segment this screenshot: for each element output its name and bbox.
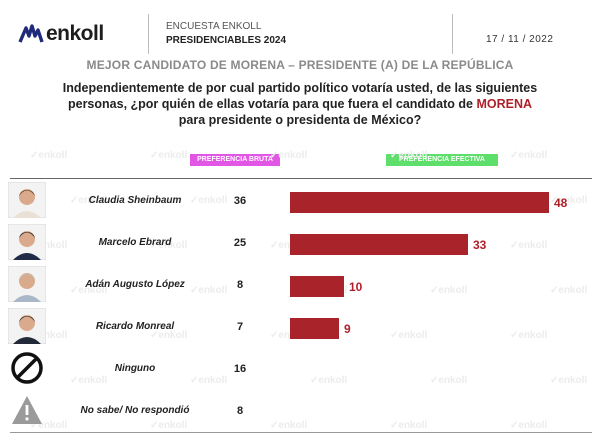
warning-icon [12,396,42,424]
watermark-text: ✓enkoll [190,285,228,296]
header: enkoll ENCUESTA ENKOLL PRESIDENCIABLES 2… [0,0,600,58]
watermark-text: ✓enkoll [190,195,228,206]
category-label: Marcelo Ebrard [98,237,172,248]
avatar-icon [7,307,47,345]
warning-icon [8,392,46,428]
survey-info: ENCUESTA ENKOLL PRESIDENCIABLES 2024 [166,20,286,48]
enkoll-logo-icon [18,24,44,43]
efectiva-bar [290,276,344,297]
watermark-text: ✓enkoll [70,285,108,296]
efectiva-bar [290,318,339,339]
watermark-text: ✓enkoll [390,150,428,161]
bruta-value: 16 [233,363,247,375]
watermark-text: ✓enkoll [30,150,68,161]
bruta-value: 8 [236,405,244,417]
efectiva-value: 48 [554,196,568,210]
watermark-text: ✓enkoll [270,150,308,161]
efectiva-value: 9 [344,322,351,336]
watermark-text: ✓enkoll [430,285,468,296]
watermark-text: ✓enkoll [550,195,588,206]
bruta-value: 36 [233,195,247,207]
watermark-text: ✓enkoll [510,420,548,431]
watermark-text: ✓enkoll [190,375,228,386]
bruta-value: 8 [236,279,244,291]
avatar-icon [7,181,47,219]
question-highlight: MORENA [476,97,533,111]
watermark-text: ✓enkoll [270,420,308,431]
efectiva-value: 33 [473,238,487,252]
watermark-text: ✓enkoll [310,375,348,386]
question-line-2: personas, ¿por quién de ellas votaría pa… [30,96,570,112]
chart-subtitle: MEJOR CANDIDATO DE MORENA – PRESIDENTE (… [86,58,514,72]
category-label: No sabe/ No respondió [80,405,190,416]
watermark-text: ✓enkoll [150,420,188,431]
category-label: Ninguno [114,363,156,374]
watermark-text: ✓enkoll [70,375,108,386]
efectiva-bar [290,234,468,255]
watermark-text: ✓enkoll [150,150,188,161]
watermark-text: ✓enkoll [150,240,188,251]
bruta-value: 25 [233,237,247,249]
watermark-text: ✓enkoll [30,240,68,251]
category-label: Ricardo Monreal [95,321,175,332]
legend-bruta: PREFERENCIA BRUTA [190,154,280,166]
legend-efectiva: PREFERENCIA EFECTIVA [386,154,498,166]
enkoll-logo: enkoll [18,22,104,46]
question-text: Independientemente de por cual partido p… [30,80,570,128]
none-icon [8,350,46,386]
avatar [7,307,47,345]
watermark-text: ✓enkoll [550,375,588,386]
watermark-text: ✓enkoll [510,150,548,161]
avatar-icon [7,223,47,261]
watermark-text: ✓enkoll [30,330,68,341]
bruta-value: 7 [236,321,244,333]
watermark-text: ✓enkoll [270,330,308,341]
avatar [7,265,47,303]
bottom-rule [10,432,592,433]
question-line-3: para presidente o presidenta de México? [178,113,422,127]
survey-title: PRESIDENCIABLES 2024 [166,35,287,46]
question-line-2-text: personas, ¿por quién de ellas votaría pa… [67,97,473,111]
watermark-text: ✓enkoll [150,330,188,341]
watermark-text: ✓enkoll [550,285,588,296]
avatar-icon [7,265,47,303]
category-label: Adán Augusto López [85,279,185,290]
header-rule [10,178,592,179]
survey-date: 17 / 11 / 2022 [486,34,554,45]
header-divider [148,14,149,54]
watermark-text: ✓enkoll [270,240,308,251]
survey-name: ENCUESTA ENKOLL [166,21,262,32]
avatar [7,223,47,261]
watermark-text: ✓enkoll [510,240,548,251]
efectiva-bar [290,192,549,213]
avatar [7,181,47,219]
question-line-1: Independientemente de por cual partido p… [62,81,538,95]
watermark-text: ✓enkoll [510,330,548,341]
watermark-text: ✓enkoll [390,330,428,341]
watermark-text: ✓enkoll [70,195,108,206]
watermark-text: ✓enkoll [30,420,68,431]
logo-text: enkoll [46,22,104,45]
watermark-text: ✓enkoll [390,420,428,431]
header-divider [452,14,453,54]
none-icon [11,352,43,384]
category-label: Claudia Sheinbaum [88,195,182,206]
watermark-text: ✓enkoll [430,375,468,386]
efectiva-value: 10 [349,280,363,294]
